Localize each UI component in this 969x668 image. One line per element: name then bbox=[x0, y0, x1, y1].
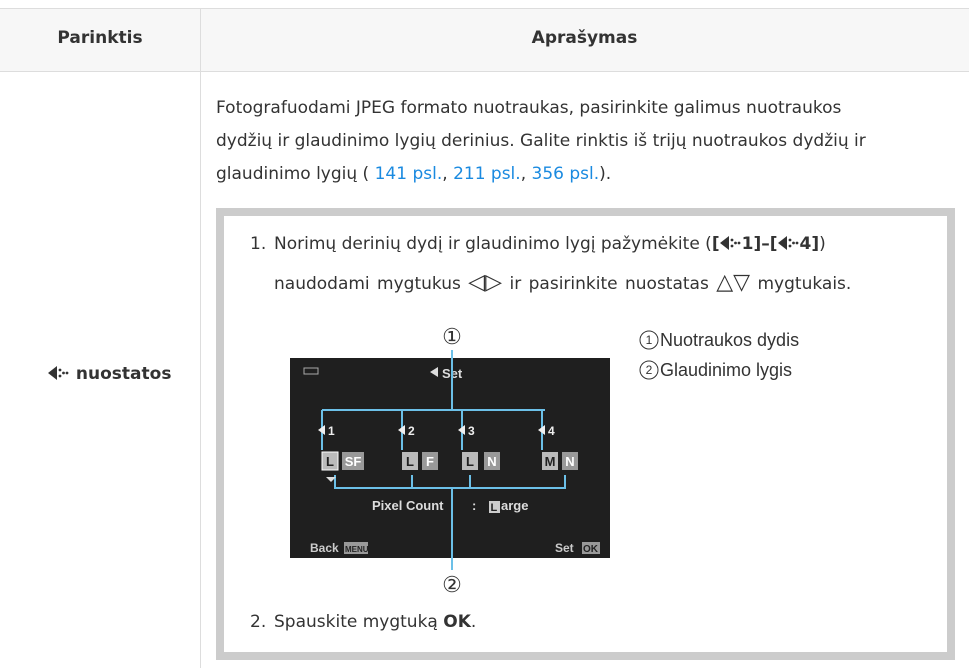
text: [ bbox=[711, 234, 720, 254]
quality-icon bbox=[777, 236, 798, 250]
procedure-box bbox=[216, 208, 955, 660]
quality-icon bbox=[48, 366, 69, 380]
key bbox=[582, 542, 600, 554]
intro: Fotografuodami JPEG formato nuotraukas, … bbox=[216, 92, 866, 191]
step-number: 2. bbox=[250, 612, 267, 632]
status: arge bbox=[501, 498, 528, 513]
link[interactable]: 141 psl. bbox=[374, 164, 443, 184]
link[interactable]: 356 psl. bbox=[531, 164, 600, 184]
text: ) bbox=[819, 234, 826, 254]
option-box bbox=[402, 452, 418, 470]
quality-icon bbox=[318, 425, 325, 435]
status: : bbox=[472, 498, 476, 513]
link[interactable]: 211 psl. bbox=[453, 164, 521, 184]
marker: ① bbox=[442, 324, 462, 349]
option-label: F bbox=[426, 454, 434, 469]
option-box bbox=[542, 452, 558, 470]
key: OK bbox=[443, 612, 471, 632]
option-label: M bbox=[545, 454, 556, 469]
back: Back bbox=[310, 541, 339, 555]
text: dydžių ir glaudinimo lygių derinius. Gal… bbox=[216, 131, 866, 151]
set: Set bbox=[555, 541, 574, 555]
key-label: MENU bbox=[345, 545, 369, 554]
table-header bbox=[0, 8, 969, 72]
status-box bbox=[489, 501, 500, 513]
legend-marker bbox=[639, 330, 659, 350]
option-label: L bbox=[406, 454, 414, 469]
key bbox=[344, 542, 368, 554]
quality-icon bbox=[430, 367, 438, 377]
key-label: OK bbox=[583, 544, 599, 555]
text: Fotografuodami JPEG formato nuotraukas, … bbox=[216, 98, 842, 118]
text: naudodami mygtukus bbox=[274, 274, 461, 294]
text: ir pasirinkite nuostatas bbox=[509, 274, 709, 294]
quality-icon bbox=[538, 425, 545, 435]
step-line: Norimų derinių dydį ir glaudinimo lygį p… bbox=[274, 234, 826, 254]
status: Pixel Count bbox=[372, 498, 444, 513]
slot-label: 3 bbox=[468, 424, 475, 438]
column-divider bbox=[200, 8, 201, 668]
option-box bbox=[342, 452, 364, 470]
option-box bbox=[422, 452, 438, 470]
step-line: naudodami mygtukus ◁▷ ir pasirinkite nuo… bbox=[274, 270, 851, 295]
text: glaudinimo lygių ( bbox=[216, 164, 375, 184]
slot-label: 1 bbox=[328, 424, 335, 438]
option-label: SF bbox=[345, 454, 362, 469]
battery bbox=[303, 367, 319, 375]
option-label: L bbox=[326, 454, 334, 469]
symbol: △▽ bbox=[716, 270, 751, 295]
legend-number: 2 bbox=[646, 363, 653, 377]
text: Norimų derinių dydį ir glaudinimo lygį p… bbox=[274, 234, 712, 254]
text: , bbox=[442, 164, 454, 184]
quality-icon bbox=[398, 425, 405, 435]
text: 1] bbox=[741, 234, 762, 254]
legend-marker bbox=[639, 360, 659, 380]
option-box bbox=[562, 452, 578, 470]
option-text: nuostatos bbox=[75, 364, 172, 384]
header-cell: Parinktis bbox=[57, 28, 143, 48]
option-box bbox=[484, 452, 500, 470]
text: –[ bbox=[761, 234, 778, 254]
option-label: N bbox=[487, 454, 496, 469]
text: 4] bbox=[799, 234, 820, 254]
legend-label: Glaudinimo lygis bbox=[660, 360, 792, 380]
header-cell: Aprašymas bbox=[531, 28, 638, 48]
text: . bbox=[470, 612, 477, 632]
legend-label: Nuotraukos dydis bbox=[660, 330, 799, 350]
text: mygtukais. bbox=[757, 274, 852, 294]
text: ). bbox=[599, 164, 612, 184]
option-label: nuostatos bbox=[48, 364, 171, 384]
arrow bbox=[326, 477, 336, 482]
slot-label: 4 bbox=[548, 424, 555, 438]
marker: ② bbox=[442, 572, 462, 597]
step-number: 1. bbox=[250, 234, 267, 254]
option-label: L bbox=[466, 454, 474, 469]
quality-icon bbox=[719, 236, 741, 250]
legend-number: 1 bbox=[646, 333, 653, 347]
option-box bbox=[462, 452, 478, 470]
status: L bbox=[491, 502, 498, 514]
step-line: Spauskite mygtuką OK. bbox=[274, 612, 476, 632]
text: Spauskite mygtuką bbox=[274, 612, 438, 632]
symbol: ◁▷ bbox=[468, 270, 503, 295]
slot-label: 2 bbox=[408, 424, 415, 438]
option-label: N bbox=[565, 454, 574, 469]
quality-icon bbox=[458, 425, 465, 435]
option-box bbox=[321, 451, 339, 471]
text: , bbox=[520, 164, 532, 184]
